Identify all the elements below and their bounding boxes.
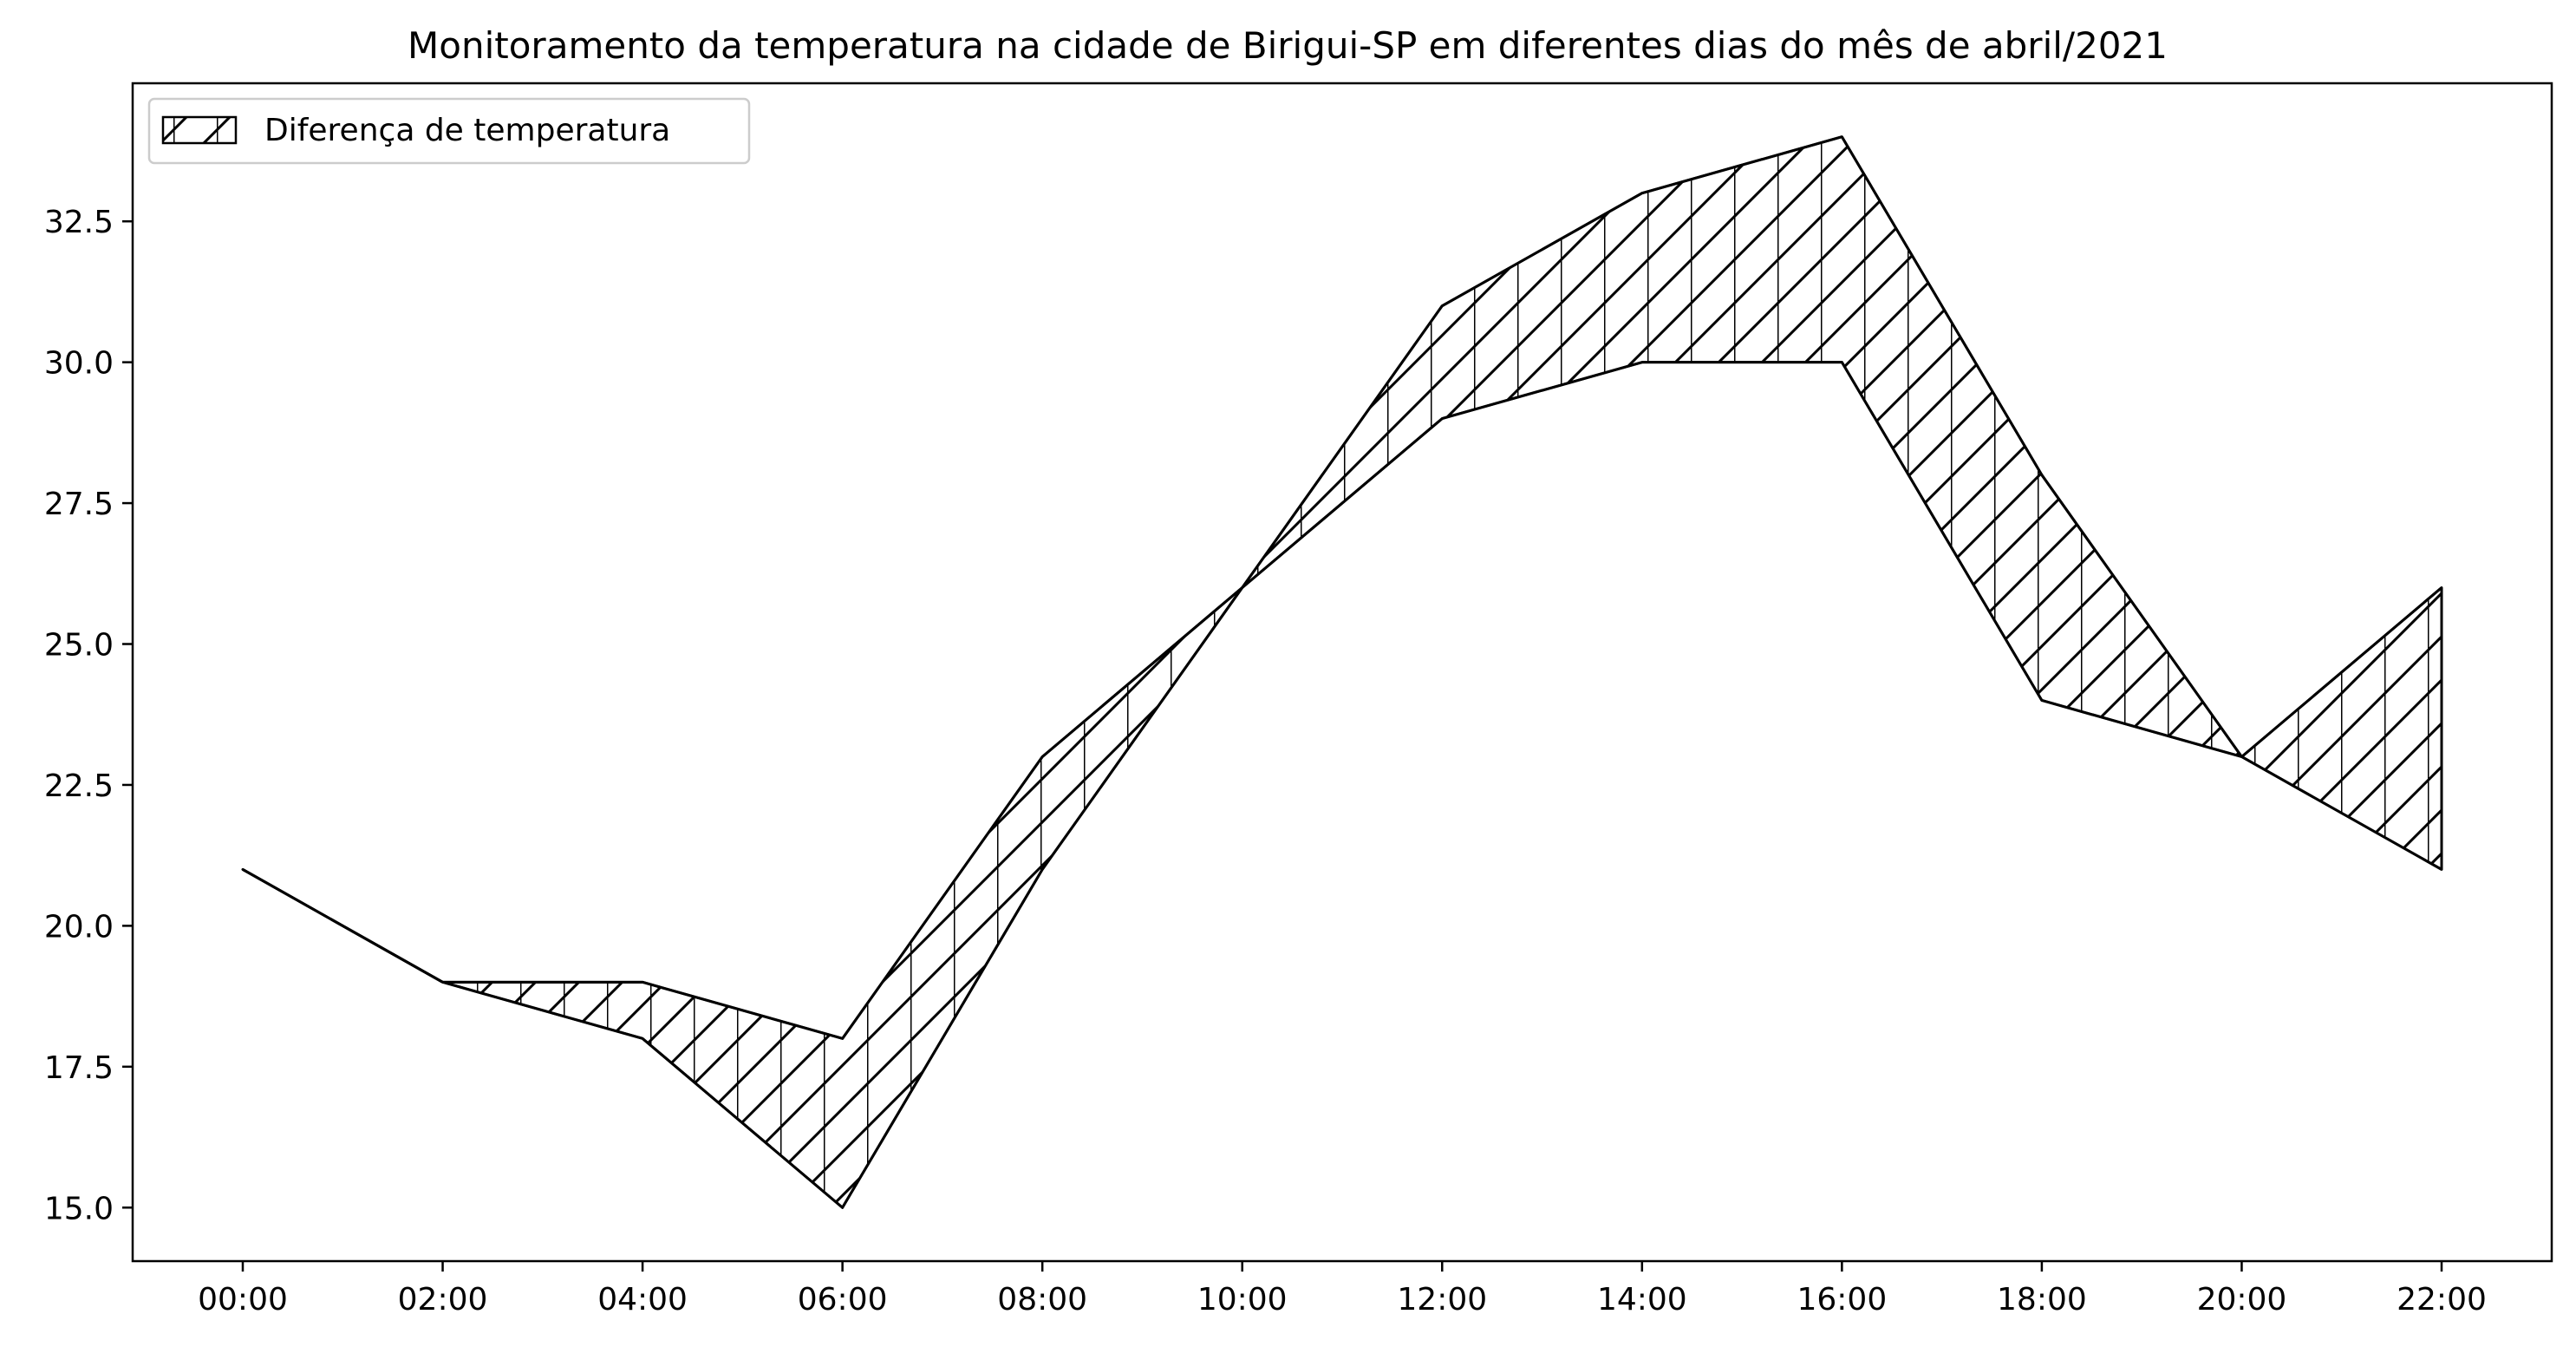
y-tick-label: 27.5 <box>44 487 114 522</box>
y-tick-label: 25.0 <box>44 628 114 664</box>
legend-box <box>147 97 751 165</box>
x-tick-label: 20:00 <box>2197 1282 2287 1318</box>
x-tick-label: 08:00 <box>997 1282 1087 1318</box>
x-tick-label: 16:00 <box>1797 1282 1887 1318</box>
y-tick-label: 22.5 <box>44 768 114 804</box>
x-tick-label: 00:00 <box>198 1282 288 1318</box>
y-tick-label: 17.5 <box>44 1050 114 1086</box>
legend: Diferença de temperatura <box>147 97 751 165</box>
series-line-2 <box>242 361 2442 1209</box>
x-tick-label: 14:00 <box>1597 1282 1687 1318</box>
x-tick-label: 02:00 <box>398 1282 488 1318</box>
legend-swatch <box>161 115 238 145</box>
y-tick-label: 20.0 <box>44 909 114 945</box>
y-tick-label: 32.5 <box>44 205 114 240</box>
y-tick-label: 15.0 <box>44 1191 114 1226</box>
x-tick-label: 18:00 <box>1997 1282 2087 1318</box>
plot-area: 00:00 02:00 04:00 06:00 08:00 10:00 12:00 14:00… <box>44 135 2487 1318</box>
x-tick-label: 10:00 <box>1197 1282 1288 1318</box>
legend-label: Diferença de temperatura <box>264 113 670 148</box>
x-tick-label: 06:00 <box>798 1282 888 1318</box>
y-tick-label: 30.0 <box>44 346 114 382</box>
x-tick-label: 12:00 <box>1397 1282 1487 1318</box>
series-line-1 <box>242 135 2442 1040</box>
x-tick-label: 04:00 <box>597 1282 688 1318</box>
plot-frame <box>131 82 2553 1263</box>
chart-title: Monitoramento da temperatura na cidade d… <box>408 24 2168 67</box>
x-tick-label: 22:00 <box>2397 1282 2487 1318</box>
